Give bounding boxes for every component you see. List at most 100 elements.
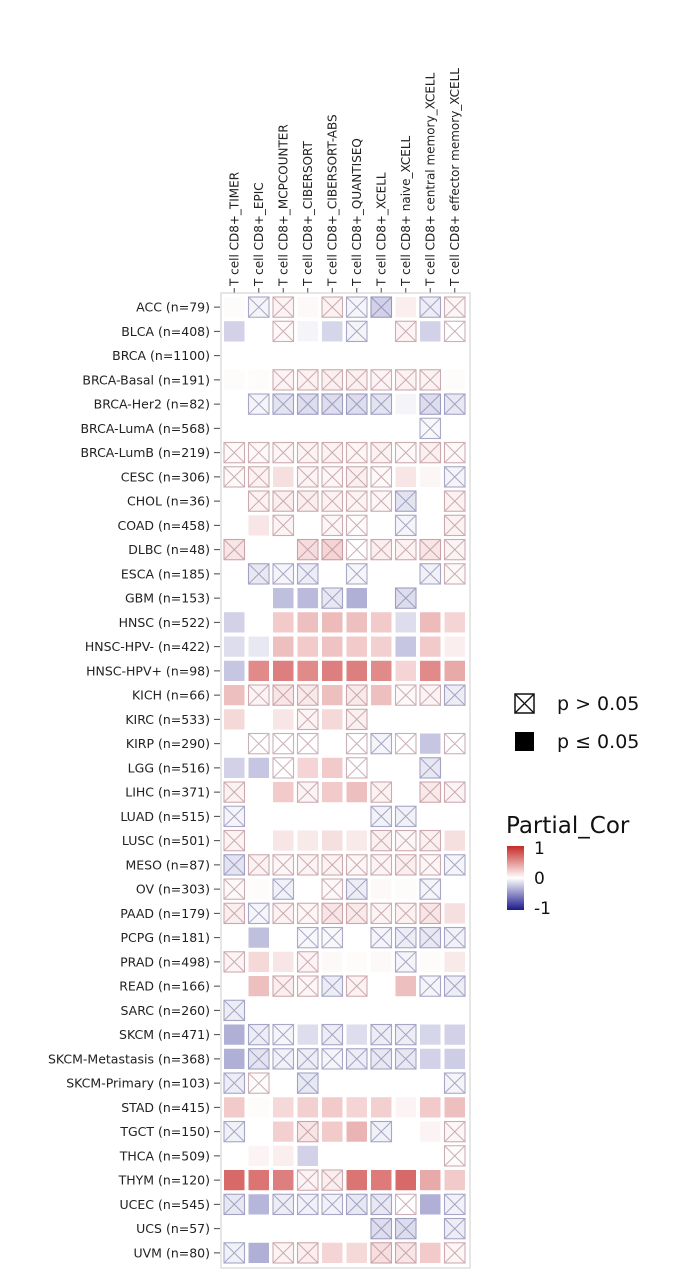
cell-cross-line xyxy=(223,1193,245,1215)
cell-cross-line xyxy=(321,466,343,488)
cell-cross-line xyxy=(272,1048,294,1070)
heatmap-cell xyxy=(444,1024,465,1045)
heatmap-cell xyxy=(224,345,245,366)
row-label: TGCT (n=150) xyxy=(119,1124,210,1139)
heatmap-cell xyxy=(444,903,465,924)
heatmap-cell xyxy=(224,709,245,730)
cell-cross-line xyxy=(321,902,343,924)
cell-cross-line xyxy=(370,1048,392,1070)
heatmap-cell xyxy=(346,1000,367,1021)
cell-cross-line xyxy=(419,902,441,924)
cell-cross-line xyxy=(248,1048,270,1070)
heatmap-cell xyxy=(395,1073,416,1094)
heatmap-cell xyxy=(248,588,269,609)
cell-cross-line xyxy=(297,781,319,803)
cell-cross-line xyxy=(444,1218,466,1240)
cell-cross-line xyxy=(444,320,466,342)
row-label: SARC (n=260) xyxy=(121,1003,211,1018)
cell-cross-line xyxy=(419,830,441,852)
cell-cross-line xyxy=(370,1121,392,1143)
cell-cross-line xyxy=(272,1024,294,1046)
cell-cross-line xyxy=(297,927,319,949)
cell-cross-line xyxy=(370,805,392,827)
heatmap-cell xyxy=(371,879,392,900)
cell-cross-line xyxy=(395,1048,417,1070)
heatmap-cell xyxy=(371,588,392,609)
cell-cross-line xyxy=(223,781,245,803)
heatmap-cell xyxy=(346,1097,367,1118)
cell-cross-line xyxy=(419,442,441,464)
colorbar-tick-label: -1 xyxy=(534,899,551,919)
heatmap-cell xyxy=(444,1048,465,1069)
cell-cross-line xyxy=(444,781,466,803)
cell-cross-line xyxy=(321,878,343,900)
row-label: GBM (n=153) xyxy=(125,591,210,606)
cell-cross-line xyxy=(395,442,417,464)
cell-cross-line xyxy=(444,442,466,464)
cell-cross-line xyxy=(297,1242,319,1264)
cell-cross-line xyxy=(370,490,392,512)
row-label: KIRP (n=290) xyxy=(126,736,210,751)
heatmap-cell xyxy=(248,418,269,439)
heatmap-cell xyxy=(273,466,294,487)
cell-cross-line xyxy=(395,1242,417,1264)
heatmap-cell xyxy=(224,976,245,997)
heatmap-cell xyxy=(346,660,367,681)
heatmap-cell xyxy=(371,951,392,972)
heatmap-cell xyxy=(322,612,343,633)
heatmap-cell xyxy=(248,321,269,342)
heatmap-cell xyxy=(371,709,392,730)
heatmap-cell xyxy=(346,1145,367,1166)
cell-cross-line xyxy=(272,369,294,391)
heatmap-cell xyxy=(371,1000,392,1021)
heatmap-cell xyxy=(420,1024,441,1045)
cell-cross-line xyxy=(444,490,466,512)
cell-cross-line xyxy=(321,490,343,512)
cell-cross-line xyxy=(346,733,368,755)
heatmap-cell xyxy=(420,345,441,366)
cell-cross-line xyxy=(272,320,294,342)
heatmap-cell xyxy=(395,879,416,900)
heatmap-cell xyxy=(297,612,318,633)
heatmap-cell xyxy=(297,830,318,851)
cell-cross-line xyxy=(223,466,245,488)
cell-cross-line xyxy=(321,1169,343,1191)
heatmap-cell xyxy=(224,685,245,706)
row-label: BRCA-LumB (n=219) xyxy=(80,445,210,460)
heatmap-cell xyxy=(346,636,367,657)
heatmap-cell xyxy=(371,1073,392,1094)
heatmap-cell xyxy=(346,1242,367,1263)
cell-cross-line xyxy=(321,539,343,561)
row-label: READ (n=166) xyxy=(119,979,210,994)
legend-item: p ≤ 0.05 xyxy=(515,731,639,753)
heatmap-cell xyxy=(444,1097,465,1118)
heatmap-cell xyxy=(224,369,245,390)
heatmap-cell xyxy=(273,782,294,803)
heatmap-cell xyxy=(248,757,269,778)
cell-cross-line xyxy=(346,757,368,779)
row-label: BRCA (n=1100) xyxy=(112,348,210,363)
row-label: BLCA (n=408) xyxy=(121,324,210,339)
cell-cross-line xyxy=(321,927,343,949)
cell-cross-line xyxy=(297,442,319,464)
row-label: THYM (n=120) xyxy=(118,1173,210,1188)
heatmap-cell xyxy=(395,563,416,584)
column-label: T cell CD8+_CIBERSORT xyxy=(301,140,315,287)
cell-cross-line xyxy=(248,442,270,464)
cell-cross-line xyxy=(444,1193,466,1215)
cell-cross-line xyxy=(444,539,466,561)
significance-legend: p > 0.05 p ≤ 0.05 xyxy=(514,693,639,753)
heatmap-cell xyxy=(224,588,245,609)
heatmap-cell xyxy=(444,588,465,609)
heatmap-cell xyxy=(346,1218,367,1239)
row-label: UCS (n=57) xyxy=(136,1221,210,1236)
cell-cross-line xyxy=(395,514,417,536)
heatmap-cell xyxy=(420,1218,441,1239)
heatmap-cell xyxy=(273,660,294,681)
heatmap-cell xyxy=(371,418,392,439)
heatmap-cell xyxy=(420,588,441,609)
row-label: BRCA-Basal (n=191) xyxy=(82,372,210,387)
cell-cross-line xyxy=(321,854,343,876)
heatmap-cell xyxy=(248,1242,269,1263)
